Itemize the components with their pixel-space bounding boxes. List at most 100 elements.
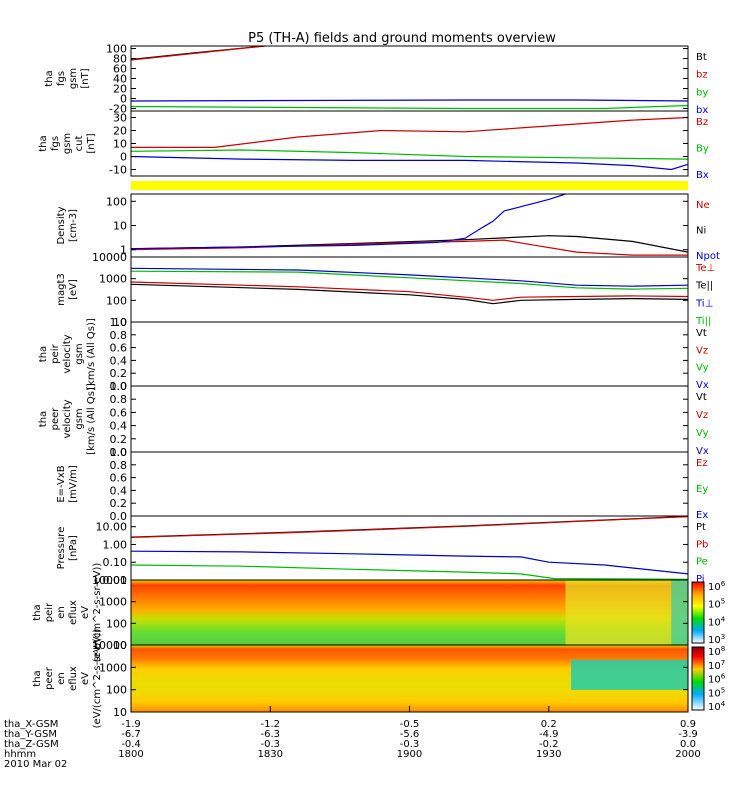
y-axis-label: tha [32,670,43,686]
y-tick-label: 0.6 [110,406,128,419]
panel-fgs_gsm [130,45,689,112]
y-tick-label: 40 [113,73,127,86]
series-line-Ti|| [130,270,689,290]
legend-Ez: Ez [696,458,708,469]
y-tick-label: 10 [113,316,127,329]
legend-Ey: Ey [696,484,708,495]
y-tick-label: -20 [109,103,127,116]
legend-by: by [696,87,708,98]
series-line-bz [130,45,265,61]
y-tick-label: 0 [120,93,127,106]
y-tick-label: 0.2 [110,367,128,380]
y-tick-label: 0.8 [110,393,128,406]
y-axis-label: [mV/m] [68,465,79,503]
y-axis-label: eV [80,606,91,619]
legend-Pe: Pe [696,557,708,568]
series-line-Bx [130,155,689,171]
ephemeris-label: 2010 Mar 02 [4,759,67,770]
mode-bar [131,181,688,190]
legend-Te||: Te|| [695,281,713,292]
colorbar-tick-label: 105 [708,598,725,611]
legend-Vz: Vz [696,345,708,356]
y-axis-label: fgs [50,136,61,151]
panel-density [130,193,689,258]
y-tick-label: 100 [106,195,127,208]
y-axis-label: cut [74,136,85,152]
x-tick-label: 1900 [397,749,422,760]
spectrogram-late-region [571,659,688,690]
y-axis-label: Pressure [56,527,67,570]
y-tick-label: 0.4 [110,484,128,497]
y-axis-label: E=-VxB [56,465,67,502]
series-line-by [130,104,689,110]
y-tick-label: 30 [113,112,127,125]
panel-frame [130,385,689,453]
legend-Ni: Ni [696,226,706,237]
legend-Ti⊥: Ti⊥ [695,298,713,309]
y-tick-label: -10 [109,164,127,177]
y-tick-label: 0.8 [110,459,128,472]
y-axis-label: tha [38,346,49,362]
y-axis-label: gsm [74,408,85,429]
x-tick-label: -4.9 [539,729,559,740]
legend-Bx: Bx [696,170,709,181]
ephemeris-label: tha_X-GSM [4,719,58,730]
y-tick-label: 0 [120,151,127,164]
series-line-Npot [130,193,566,250]
legend-Vt: Vt [696,392,707,403]
x-tick-label: 1830 [258,749,283,760]
x-tick-label: 1930 [536,749,561,760]
y-tick-label: 100 [106,294,127,307]
colorbar-tick-label: 105 [708,686,725,699]
panel-temperature [130,256,689,323]
colorbar-tick-label: 104 [708,700,726,713]
x-tick-label: -0.3 [400,739,420,750]
legend-Vx: Vx [696,380,709,391]
colorbar-tick-label: 107 [708,659,725,672]
y-tick-label: 0.0 [110,446,128,459]
y-axis-label: [cm-3] [68,209,79,242]
y-tick-label: 1000 [99,661,127,674]
y-tick-label: 100 [106,684,127,697]
y-axis-label: [nT] [86,133,97,153]
legend-Bz: Bz [696,117,708,128]
series-line-Pt [130,515,689,538]
legend-Pb: Pb [696,539,708,550]
panel-peir_velocity [130,321,689,387]
x-tick-label: 2000 [675,749,700,760]
y-tick-label: 10 [113,220,127,233]
legend-Vt: Vt [696,328,707,339]
legend-Ti||: Ti|| [695,316,711,327]
y-tick-label: 60 [113,63,127,76]
panel-peer_velocity [130,385,689,453]
y-tick-label: 1.0 [110,446,128,459]
legend-By: By [696,144,709,155]
ephemeris-label: hhmm [4,749,36,760]
series-line-Te⊥ [130,281,689,301]
plot-title: P5 (TH-A) fields and ground moments over… [248,31,556,46]
panel-frame [130,110,689,177]
y-axis-label: eV [80,672,91,685]
ephemeris-label: tha_Y-GSM [4,729,57,740]
series-line-Pe [130,564,689,580]
y-axis-label: gsm [62,133,73,154]
y-tick-label: 1.00 [103,538,128,551]
y-axis-label: (eV/(cm^2-s-sr-eV)) [92,563,103,663]
series-line-bx [130,99,689,102]
y-tick-label: 0.0 [110,510,128,523]
y-axis-label: [nT] [80,68,91,88]
panel-pressure [130,515,689,581]
y-tick-label: 0.0 [110,380,128,393]
x-tick-label: -0.2 [539,739,559,750]
legend-bz: bz [696,70,708,81]
legend-Ex: Ex [696,510,708,521]
colorbar [691,581,705,644]
y-tick-label: 0.2 [110,497,128,510]
y-tick-label: 0.6 [110,472,128,485]
legend-Ne: Ne [696,200,710,211]
y-tick-label: 1000 [99,273,127,286]
colorbar [691,646,705,711]
